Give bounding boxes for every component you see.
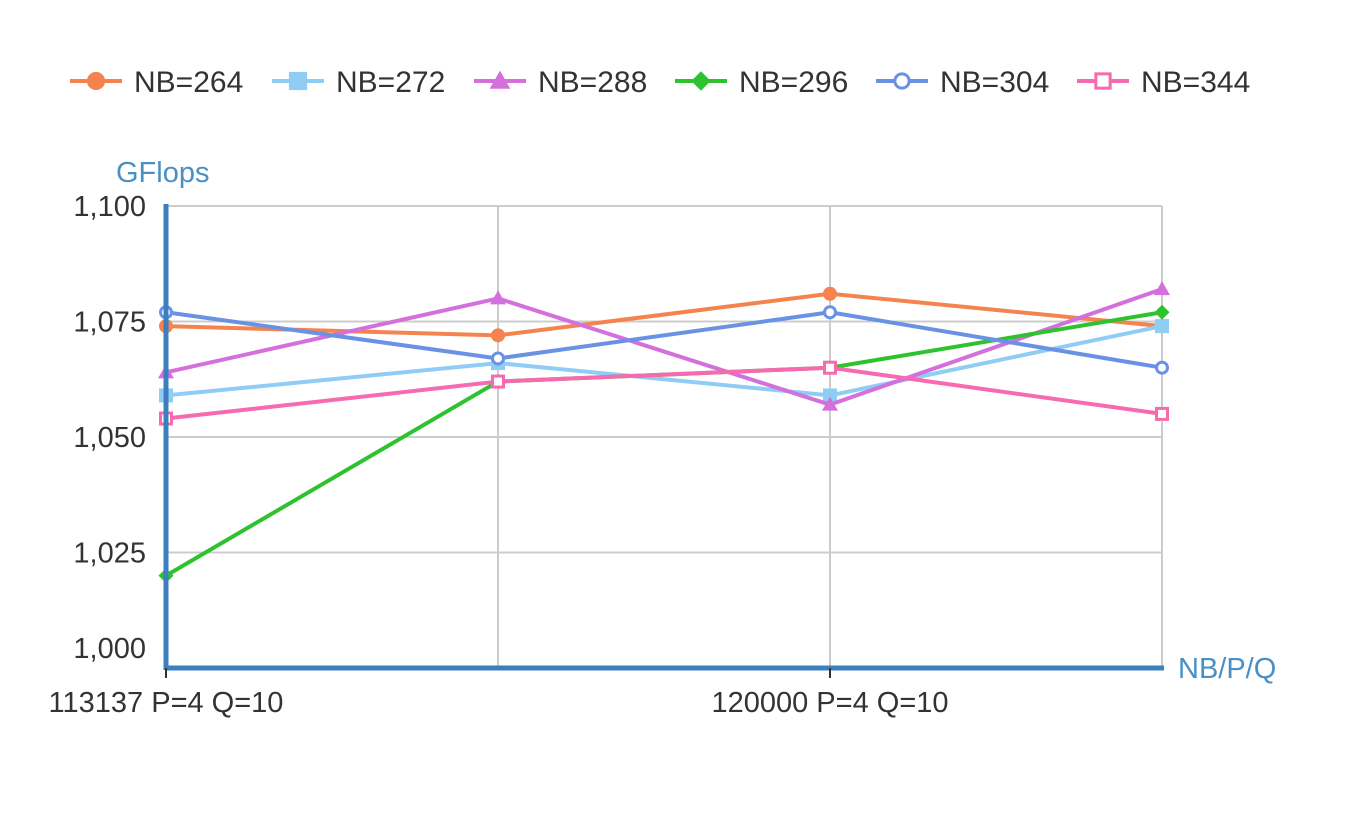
series-group <box>158 281 1170 584</box>
series-line <box>165 310 1163 370</box>
legend-item[interactable]: NB=264 <box>70 66 243 99</box>
y-tick-label: 1,050 <box>73 422 146 454</box>
y-tick-label: 1,000 <box>73 633 146 665</box>
legend-marker <box>489 70 511 89</box>
grid <box>166 205 1163 669</box>
data-point <box>490 290 506 305</box>
series-NB=288 <box>158 281 1170 411</box>
legend-marker <box>691 71 711 91</box>
series-line <box>165 287 1163 407</box>
legend-item[interactable]: NB=344 <box>1077 66 1250 99</box>
legend-item[interactable]: NB=296 <box>675 66 848 99</box>
x-axis-title: NB/P/Q <box>1178 653 1276 685</box>
data-point <box>1155 360 1169 375</box>
data-point <box>491 374 505 389</box>
legend: NB=264 NB=272 NB=288 NB=296 NB=304 NB=344 <box>70 66 1250 99</box>
series-NB=344 <box>159 360 1169 426</box>
data-point <box>491 351 505 366</box>
data-point <box>1155 319 1169 334</box>
series-NB=296 <box>158 304 1170 584</box>
y-axis-title: GFlops <box>116 157 209 189</box>
x-tick-label: 120000 P=4 Q=10 <box>711 687 948 719</box>
data-point <box>822 396 838 411</box>
data-point <box>823 305 837 320</box>
legend-marker <box>86 71 106 91</box>
legend-marker <box>893 72 911 90</box>
data-point <box>491 328 505 343</box>
data-point <box>1155 406 1169 421</box>
legend-label: NB=304 <box>940 66 1049 99</box>
data-point <box>1154 281 1170 296</box>
x-tick-label: 113137 P=4 Q=10 <box>49 687 284 719</box>
y-tick-label: 1,100 <box>73 191 146 223</box>
legend-label: NB=344 <box>1141 66 1250 99</box>
legend-item[interactable]: NB=288 <box>474 66 647 99</box>
series-line <box>165 291 1163 338</box>
y-tick-label: 1,075 <box>73 307 146 339</box>
data-point <box>1154 304 1170 320</box>
legend-marker <box>1094 72 1112 90</box>
axes: 1,000 1,025 1,050 1,075 1,100 113137 P=4 Q=10… <box>49 191 1164 719</box>
series-line <box>165 365 1163 421</box>
legend-item[interactable]: NB=272 <box>272 66 445 99</box>
legend-label: NB=272 <box>336 66 445 99</box>
series-line <box>165 324 1163 398</box>
data-point <box>823 360 837 375</box>
y-tick-label: 1,025 <box>73 538 146 570</box>
data-point <box>823 388 837 403</box>
legend-item[interactable]: NB=304 <box>876 66 1049 99</box>
data-point <box>823 286 837 301</box>
legend-label: NB=296 <box>739 66 848 99</box>
legend-label: NB=264 <box>134 66 243 99</box>
legend-marker <box>288 71 308 91</box>
legend-label: NB=288 <box>538 66 647 99</box>
series-NB=304 <box>159 305 1169 375</box>
